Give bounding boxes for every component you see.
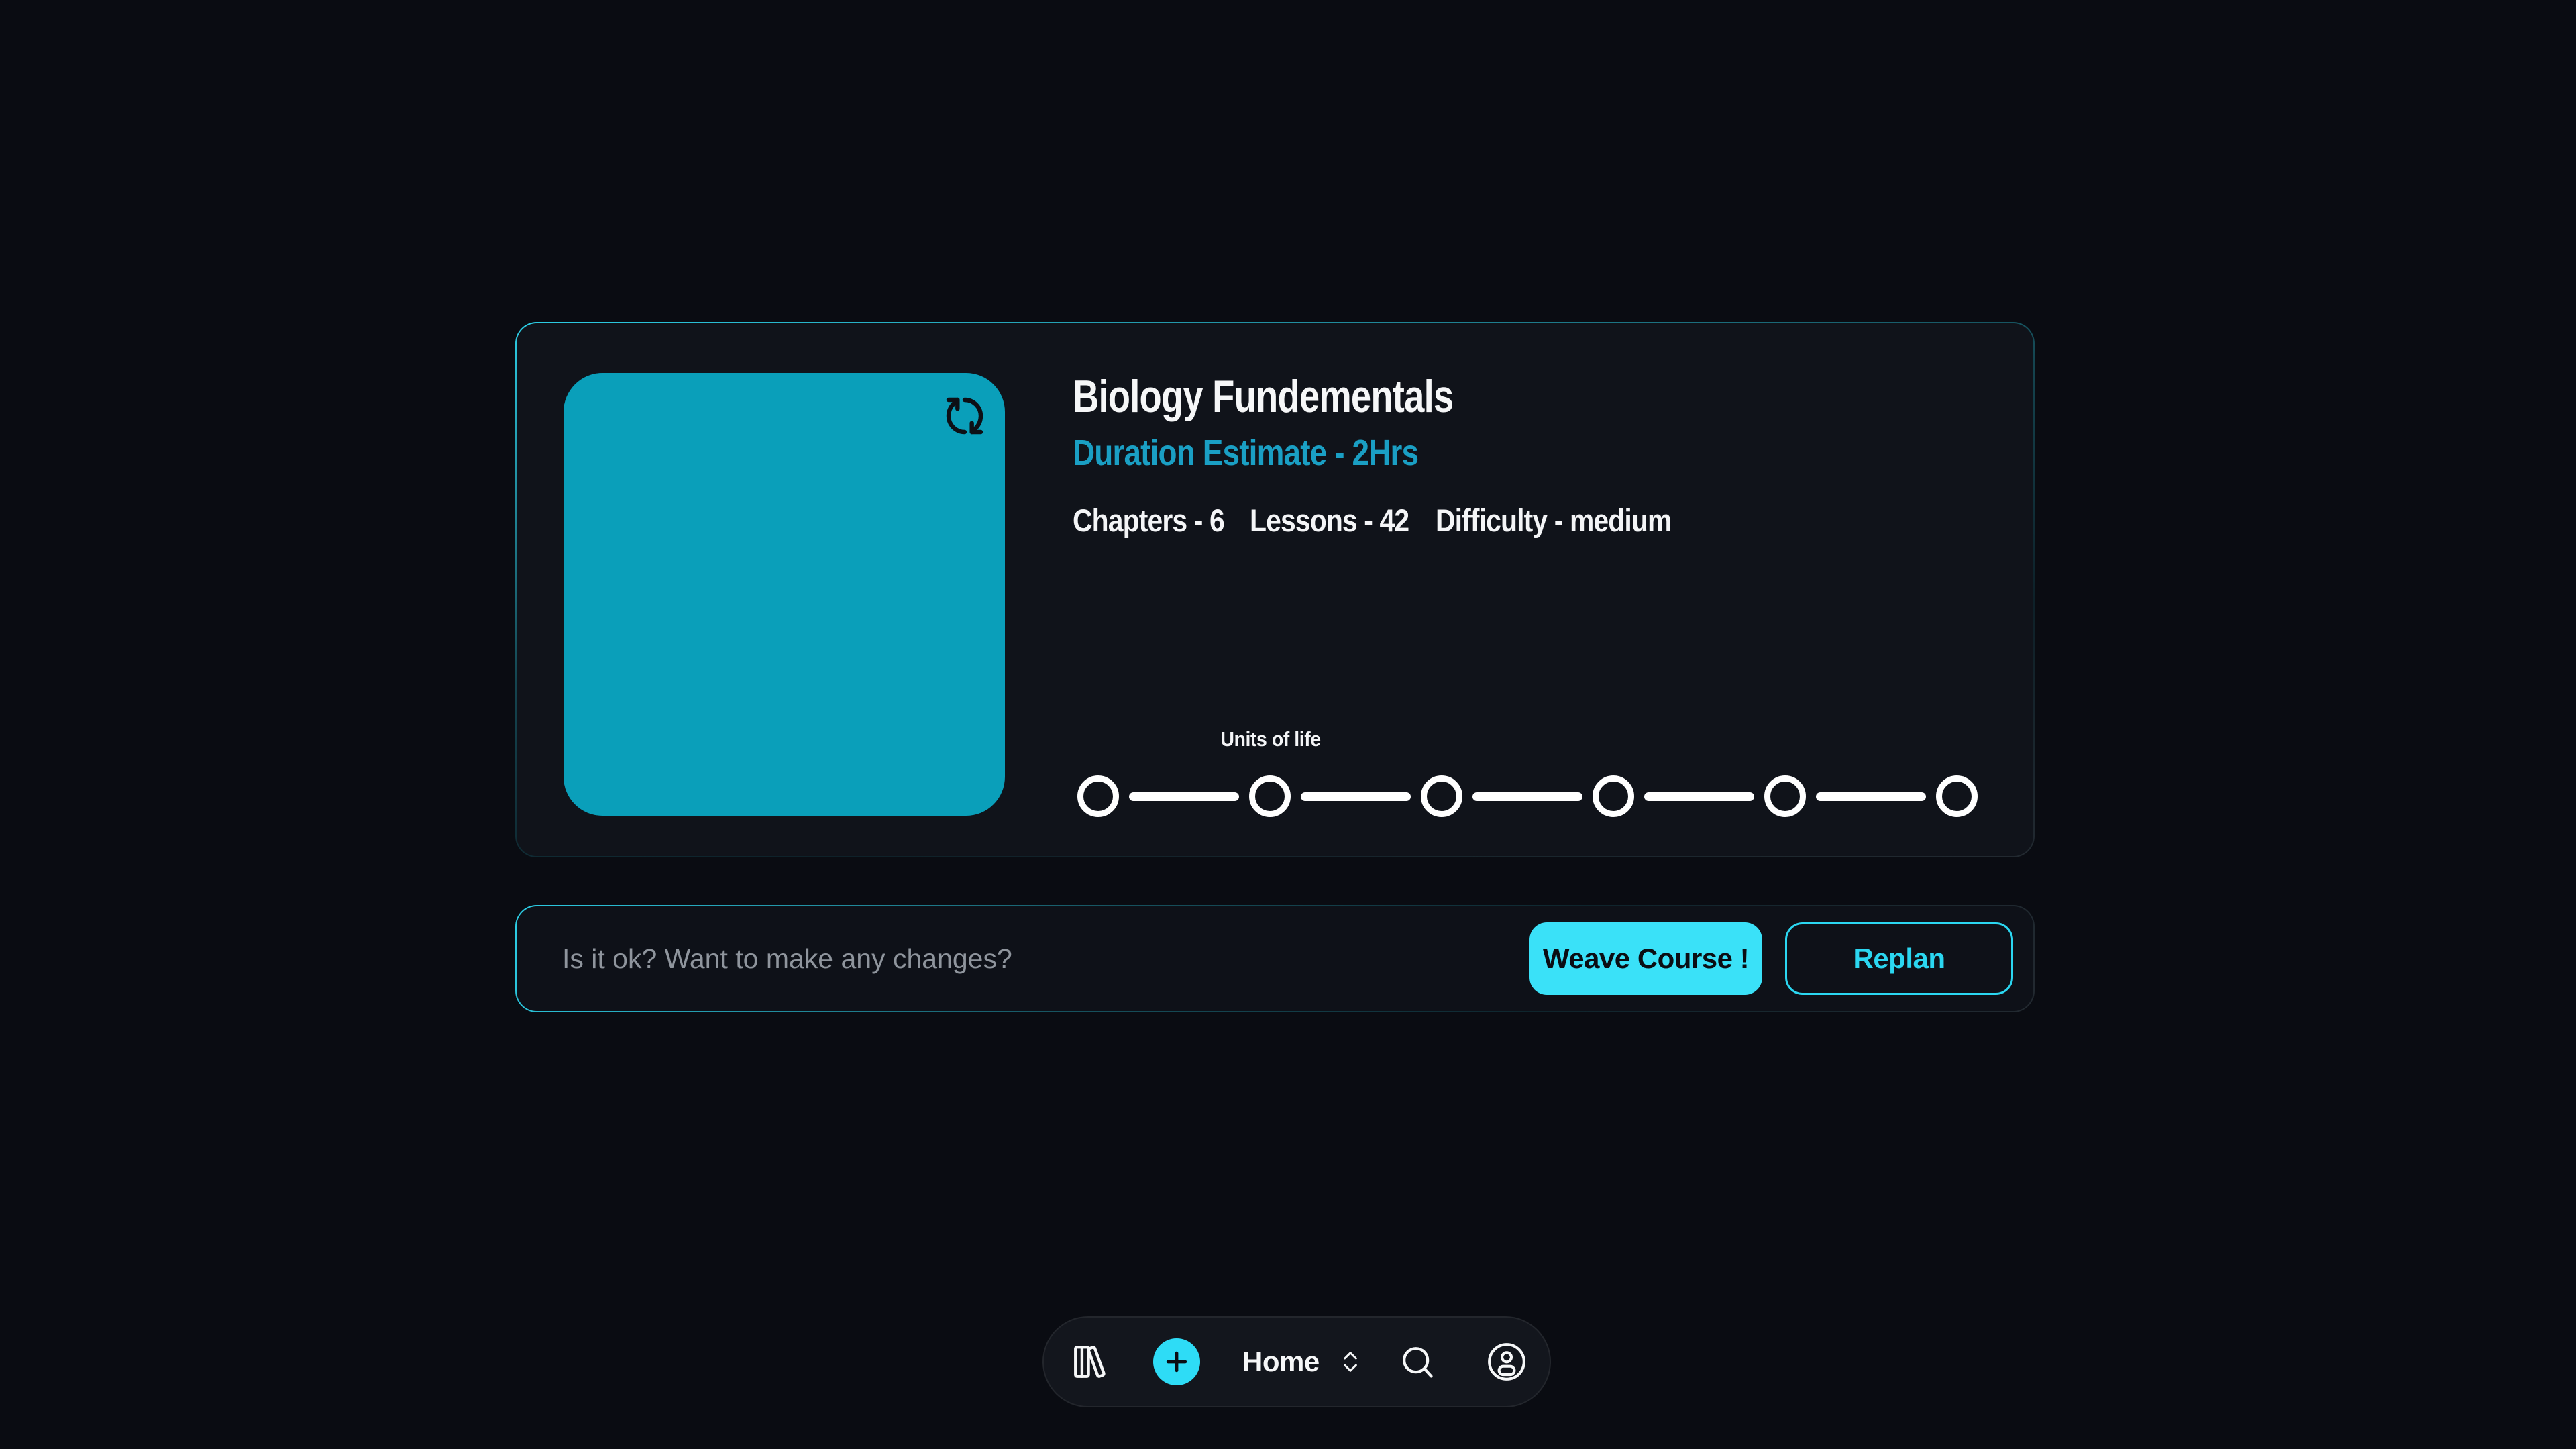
profile-button[interactable] [1486,1341,1527,1383]
refresh-icon [946,397,983,435]
bottom-nav-bar: Home [1042,1316,1551,1407]
add-course-button[interactable] [1153,1338,1200,1385]
timeline-step-4 [1593,775,1634,817]
nav-page-switcher[interactable] [1337,1343,1364,1381]
course-card: Biology Fundementals Duration Estimate -… [515,322,2035,857]
search-icon [1402,1347,1433,1378]
course-stats: Chapters - 6 Lessons - 42 Difficulty - m… [1073,504,1707,555]
home-nav-selector[interactable]: Home [1242,1346,1320,1378]
timeline-step-3 [1421,775,1462,817]
plus-icon [1166,1351,1187,1373]
timeline-step-6 [1936,775,1978,817]
timeline-step-5 [1764,775,1806,817]
timeline-connector [1644,792,1754,801]
stat-difficulty: Difficulty - medium [1436,502,1672,538]
library-nav-button[interactable] [1071,1342,1110,1381]
changes-question-input[interactable] [562,943,1503,975]
course-title: Biology Fundementals [1073,371,1454,422]
course-timeline-row [1077,775,1978,817]
profile-icon [1487,1343,1525,1381]
timeline-connector [1301,792,1411,801]
course-duration: Duration Estimate - 2Hrs [1073,433,1419,473]
prompt-bar: Weave Course ! Replan [515,905,2035,1012]
timeline-connector [1129,792,1239,801]
chevrons-up-down-icon [1343,1352,1357,1372]
timeline-connector [1472,792,1582,801]
stat-chapters: Chapters - 6 [1073,502,1225,538]
home-label: Home [1242,1346,1320,1377]
search-button[interactable] [1399,1343,1436,1381]
timeline-step-2 [1249,775,1291,817]
regenerate-thumbnail-button[interactable] [943,394,986,437]
timeline-connector [1816,792,1926,801]
library-icon [1074,1346,1106,1378]
weave-course-button[interactable]: Weave Course ! [1529,922,1762,995]
prompt-actions: Weave Course ! Replan [1529,922,2013,995]
replan-button[interactable]: Replan [1785,922,2013,995]
timeline-step-1 [1077,775,1119,817]
stat-lessons: Lessons - 42 [1250,502,1409,538]
course-thumbnail [564,373,1005,816]
timeline-chapter-label: Units of life [1220,727,1321,751]
